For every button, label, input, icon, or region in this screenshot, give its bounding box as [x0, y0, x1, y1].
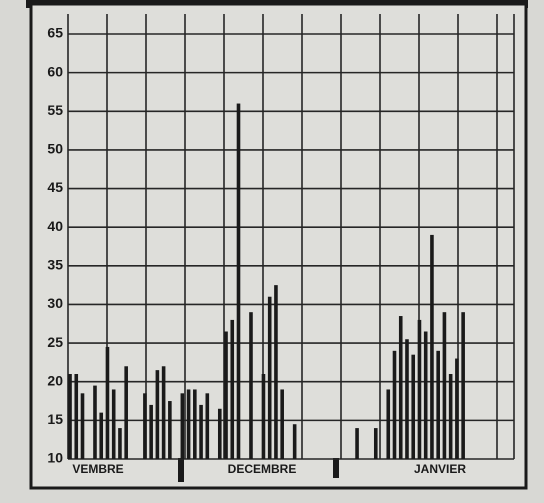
bar	[417, 319, 422, 459]
bar	[105, 346, 110, 459]
bar	[180, 393, 185, 459]
bar	[143, 393, 147, 459]
bar	[111, 389, 116, 459]
bar	[430, 234, 434, 459]
bar	[405, 339, 409, 459]
bar	[386, 389, 391, 459]
bar	[280, 389, 284, 459]
bar	[74, 374, 79, 459]
y-tick-label: 40	[47, 218, 63, 234]
bar	[155, 370, 160, 459]
bar	[230, 319, 235, 459]
y-tick-label: 55	[47, 102, 63, 118]
month-label: VEMBRE	[72, 462, 123, 476]
bar	[292, 424, 297, 459]
y-tick-label: 35	[47, 257, 63, 273]
bar	[161, 366, 166, 459]
y-tick-label: 10	[47, 450, 63, 466]
bar	[455, 358, 459, 459]
bar	[68, 374, 72, 459]
y-tick-label: 25	[47, 334, 63, 350]
bar	[236, 103, 241, 459]
bar	[80, 393, 85, 459]
bar	[149, 404, 153, 459]
bar	[193, 389, 197, 459]
bar	[217, 408, 222, 459]
bar	[186, 389, 191, 459]
month-label: DECEMBRE	[228, 462, 297, 476]
bar	[199, 404, 203, 459]
bar	[392, 350, 397, 459]
bar	[99, 412, 104, 459]
bar	[442, 312, 447, 459]
bar	[373, 428, 378, 459]
bar	[124, 366, 128, 459]
bar	[118, 428, 122, 459]
y-tick-label: 45	[47, 179, 63, 195]
bar	[423, 331, 428, 459]
month-separator	[178, 458, 184, 482]
bar	[411, 354, 416, 459]
bar	[168, 401, 172, 459]
month-label: JANVIER	[414, 462, 466, 476]
y-tick-label: 50	[47, 141, 63, 157]
bar	[436, 350, 440, 459]
y-tick-label: 60	[47, 63, 63, 79]
y-tick-label: 65	[47, 25, 63, 41]
bar	[398, 316, 403, 459]
bar	[448, 374, 453, 459]
bar	[249, 312, 253, 459]
bar	[267, 296, 272, 459]
bar	[93, 385, 97, 459]
y-tick-label: 30	[47, 295, 63, 311]
bar	[461, 312, 465, 459]
bar	[355, 428, 359, 459]
y-tick-label: 15	[47, 411, 63, 427]
bar	[261, 374, 266, 459]
bar	[224, 331, 228, 459]
bar	[205, 393, 210, 459]
y-tick-label: 20	[47, 372, 63, 388]
bar	[274, 285, 278, 459]
month-separator	[333, 458, 339, 478]
